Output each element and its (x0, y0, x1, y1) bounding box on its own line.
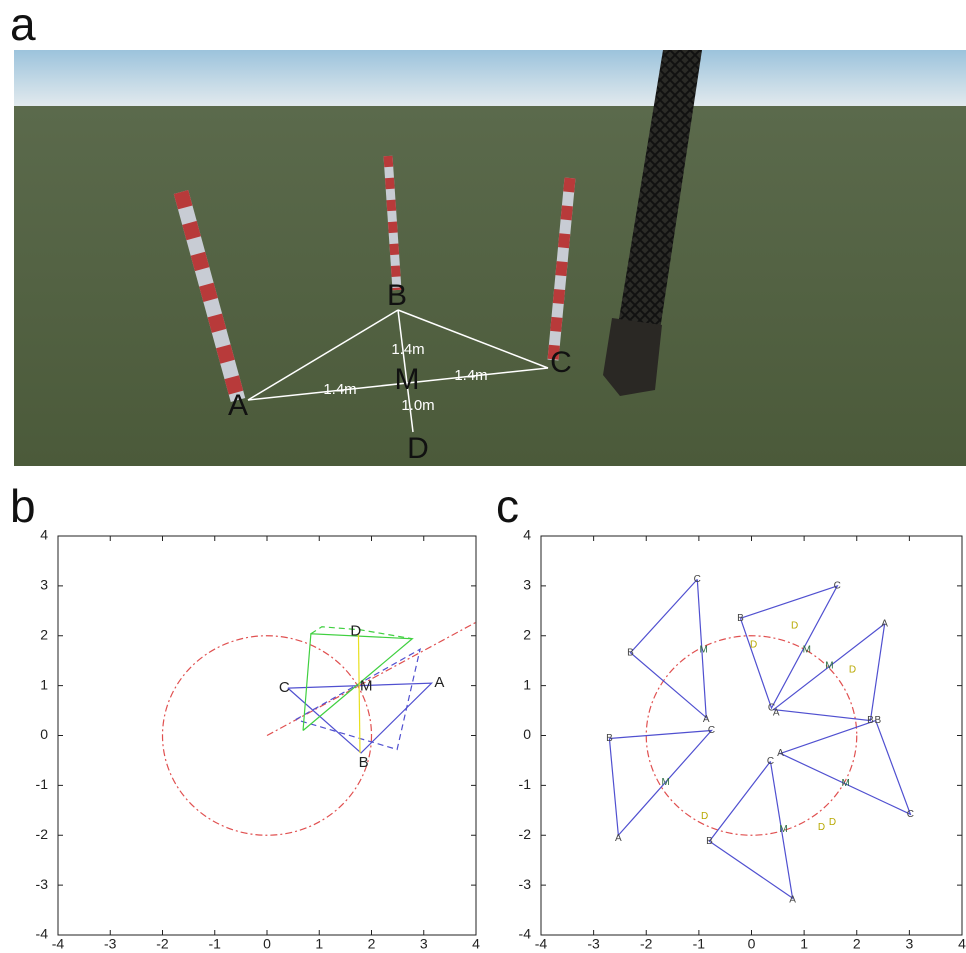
panel-label: c (496, 480, 519, 532)
point-label: B (606, 733, 613, 744)
point-label: C (279, 679, 290, 696)
point-label: M (699, 644, 707, 655)
y-tick-label: -4 (36, 926, 49, 942)
scene-label: D (407, 432, 429, 465)
point-label: C (834, 581, 841, 592)
point-label: M (825, 660, 833, 671)
panel-label: a (10, 0, 36, 50)
scene: A B C M D 1.4m 1.4m 1.4m 1.0m (14, 50, 966, 466)
y-tick-label: 1 (523, 676, 531, 692)
x-tick-label: -3 (104, 936, 117, 952)
x-tick-label: -4 (535, 936, 548, 952)
x-tick-label: 1 (315, 936, 323, 952)
x-tick-label: -4 (52, 936, 65, 952)
distance-label: 1.4m (454, 367, 487, 384)
point-label: C (694, 574, 701, 585)
y-tick-label: -2 (519, 826, 532, 842)
point-label: C (907, 809, 914, 820)
point-label: B (627, 647, 634, 658)
sky (14, 50, 966, 108)
distance-label: 1.0m (401, 397, 434, 414)
x-tick-label: 2 (368, 936, 376, 952)
y-tick-label: 0 (523, 726, 531, 742)
point-label: D (818, 822, 825, 833)
y-tick-label: -3 (519, 876, 532, 892)
x-tick-label: 2 (853, 936, 861, 952)
y-tick-label: 2 (523, 626, 531, 642)
point-label: A (773, 708, 780, 719)
point-label: M (803, 644, 811, 655)
y-tick-label: 4 (40, 527, 48, 543)
distance-label: 1.4m (391, 341, 424, 358)
scene-label: B (387, 279, 407, 312)
point-label: C (767, 756, 774, 767)
x-tick-label: -2 (156, 936, 169, 952)
y-tick-label: 4 (523, 527, 531, 543)
plot-area (541, 536, 962, 935)
x-tick-label: 4 (472, 936, 480, 952)
point-label: B (359, 754, 369, 771)
point-label: B (874, 715, 881, 726)
x-tick-label: 3 (420, 936, 428, 952)
scene-label: A (228, 389, 248, 422)
y-tick-label: 3 (40, 577, 48, 593)
point-label: D (829, 817, 836, 828)
figure: a b c A B C M D 1.4m 1.4m 1.4m 1.0m -4 -3… (0, 0, 966, 953)
point-label: B (867, 715, 874, 726)
point-label: D (750, 639, 757, 650)
point-label: D (701, 811, 708, 822)
point-label: A (703, 714, 710, 725)
point-label: D (791, 620, 798, 631)
tower-base (603, 318, 662, 396)
y-tick-label: 2 (40, 626, 48, 642)
point-label: A (777, 748, 784, 759)
point-label: M (779, 824, 787, 835)
point-label: B (706, 836, 713, 847)
y-tick-label: -1 (36, 776, 49, 792)
x-tick-label: -2 (640, 936, 653, 952)
y-tick-label: -1 (519, 776, 532, 792)
panel-label: b (10, 480, 36, 532)
scene-label: M (395, 363, 420, 396)
x-tick-label: -1 (209, 936, 222, 952)
y-tick-label: 1 (40, 676, 48, 692)
x-tick-label: 0 (263, 936, 271, 952)
point-label: C (708, 725, 715, 736)
ground (14, 106, 966, 466)
y-tick-label: -4 (519, 926, 532, 942)
point-label: M (842, 778, 850, 789)
point-label: A (615, 833, 622, 844)
x-tick-label: 0 (748, 936, 756, 952)
point-label: B (737, 613, 744, 624)
point-label: M (360, 678, 373, 695)
y-tick-label: 0 (40, 726, 48, 742)
x-tick-label: -1 (693, 936, 706, 952)
x-tick-label: 3 (905, 936, 913, 952)
point-label: A (434, 674, 444, 691)
point-label: D (350, 623, 361, 640)
point-label: A (881, 618, 888, 629)
y-tick-label: -3 (36, 876, 49, 892)
scene-label: C (550, 346, 572, 379)
point-label: D (849, 664, 856, 675)
point-label: A (789, 895, 796, 906)
x-tick-label: 4 (958, 936, 966, 952)
y-tick-label: 3 (523, 577, 531, 593)
y-tick-label: -2 (36, 826, 49, 842)
x-tick-label: -3 (587, 936, 600, 952)
point-label: M (662, 777, 670, 788)
x-tick-label: 1 (800, 936, 808, 952)
distance-label: 1.4m (323, 381, 356, 398)
